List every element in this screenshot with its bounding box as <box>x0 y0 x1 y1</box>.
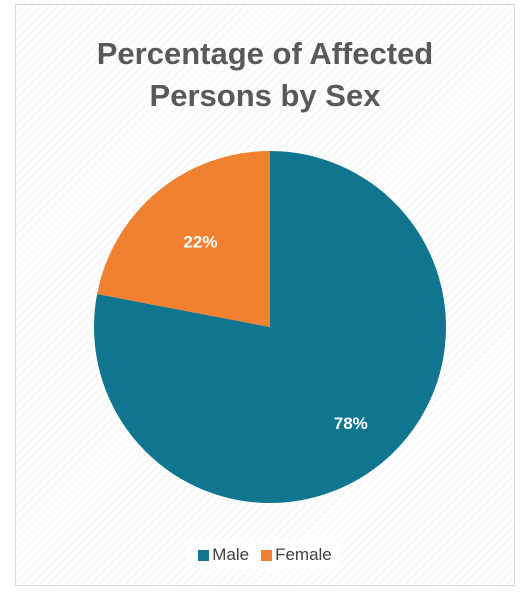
legend-item-female: Female <box>261 545 332 565</box>
chart-title: Percentage of Affected Persons by Sex <box>16 33 514 117</box>
data-label-female: 22% <box>183 232 217 251</box>
chart-area: Percentage of Affected Persons by Sex 78… <box>15 4 515 586</box>
legend-label-male: Male <box>212 545 250 564</box>
data-label-male: 78% <box>334 414 368 433</box>
legend: Male Female <box>16 541 514 569</box>
legend-swatch-female <box>261 549 273 561</box>
chart-title-line-2: Persons by Sex <box>149 78 381 113</box>
legend-item-male: Male <box>198 545 249 565</box>
legend-swatch-male <box>198 549 210 561</box>
pie-chart: 78% 22% <box>94 151 446 503</box>
pie-slice-female <box>97 151 270 327</box>
chart-title-line-1: Percentage of Affected <box>96 36 434 71</box>
legend-label-female: Female <box>275 545 332 564</box>
